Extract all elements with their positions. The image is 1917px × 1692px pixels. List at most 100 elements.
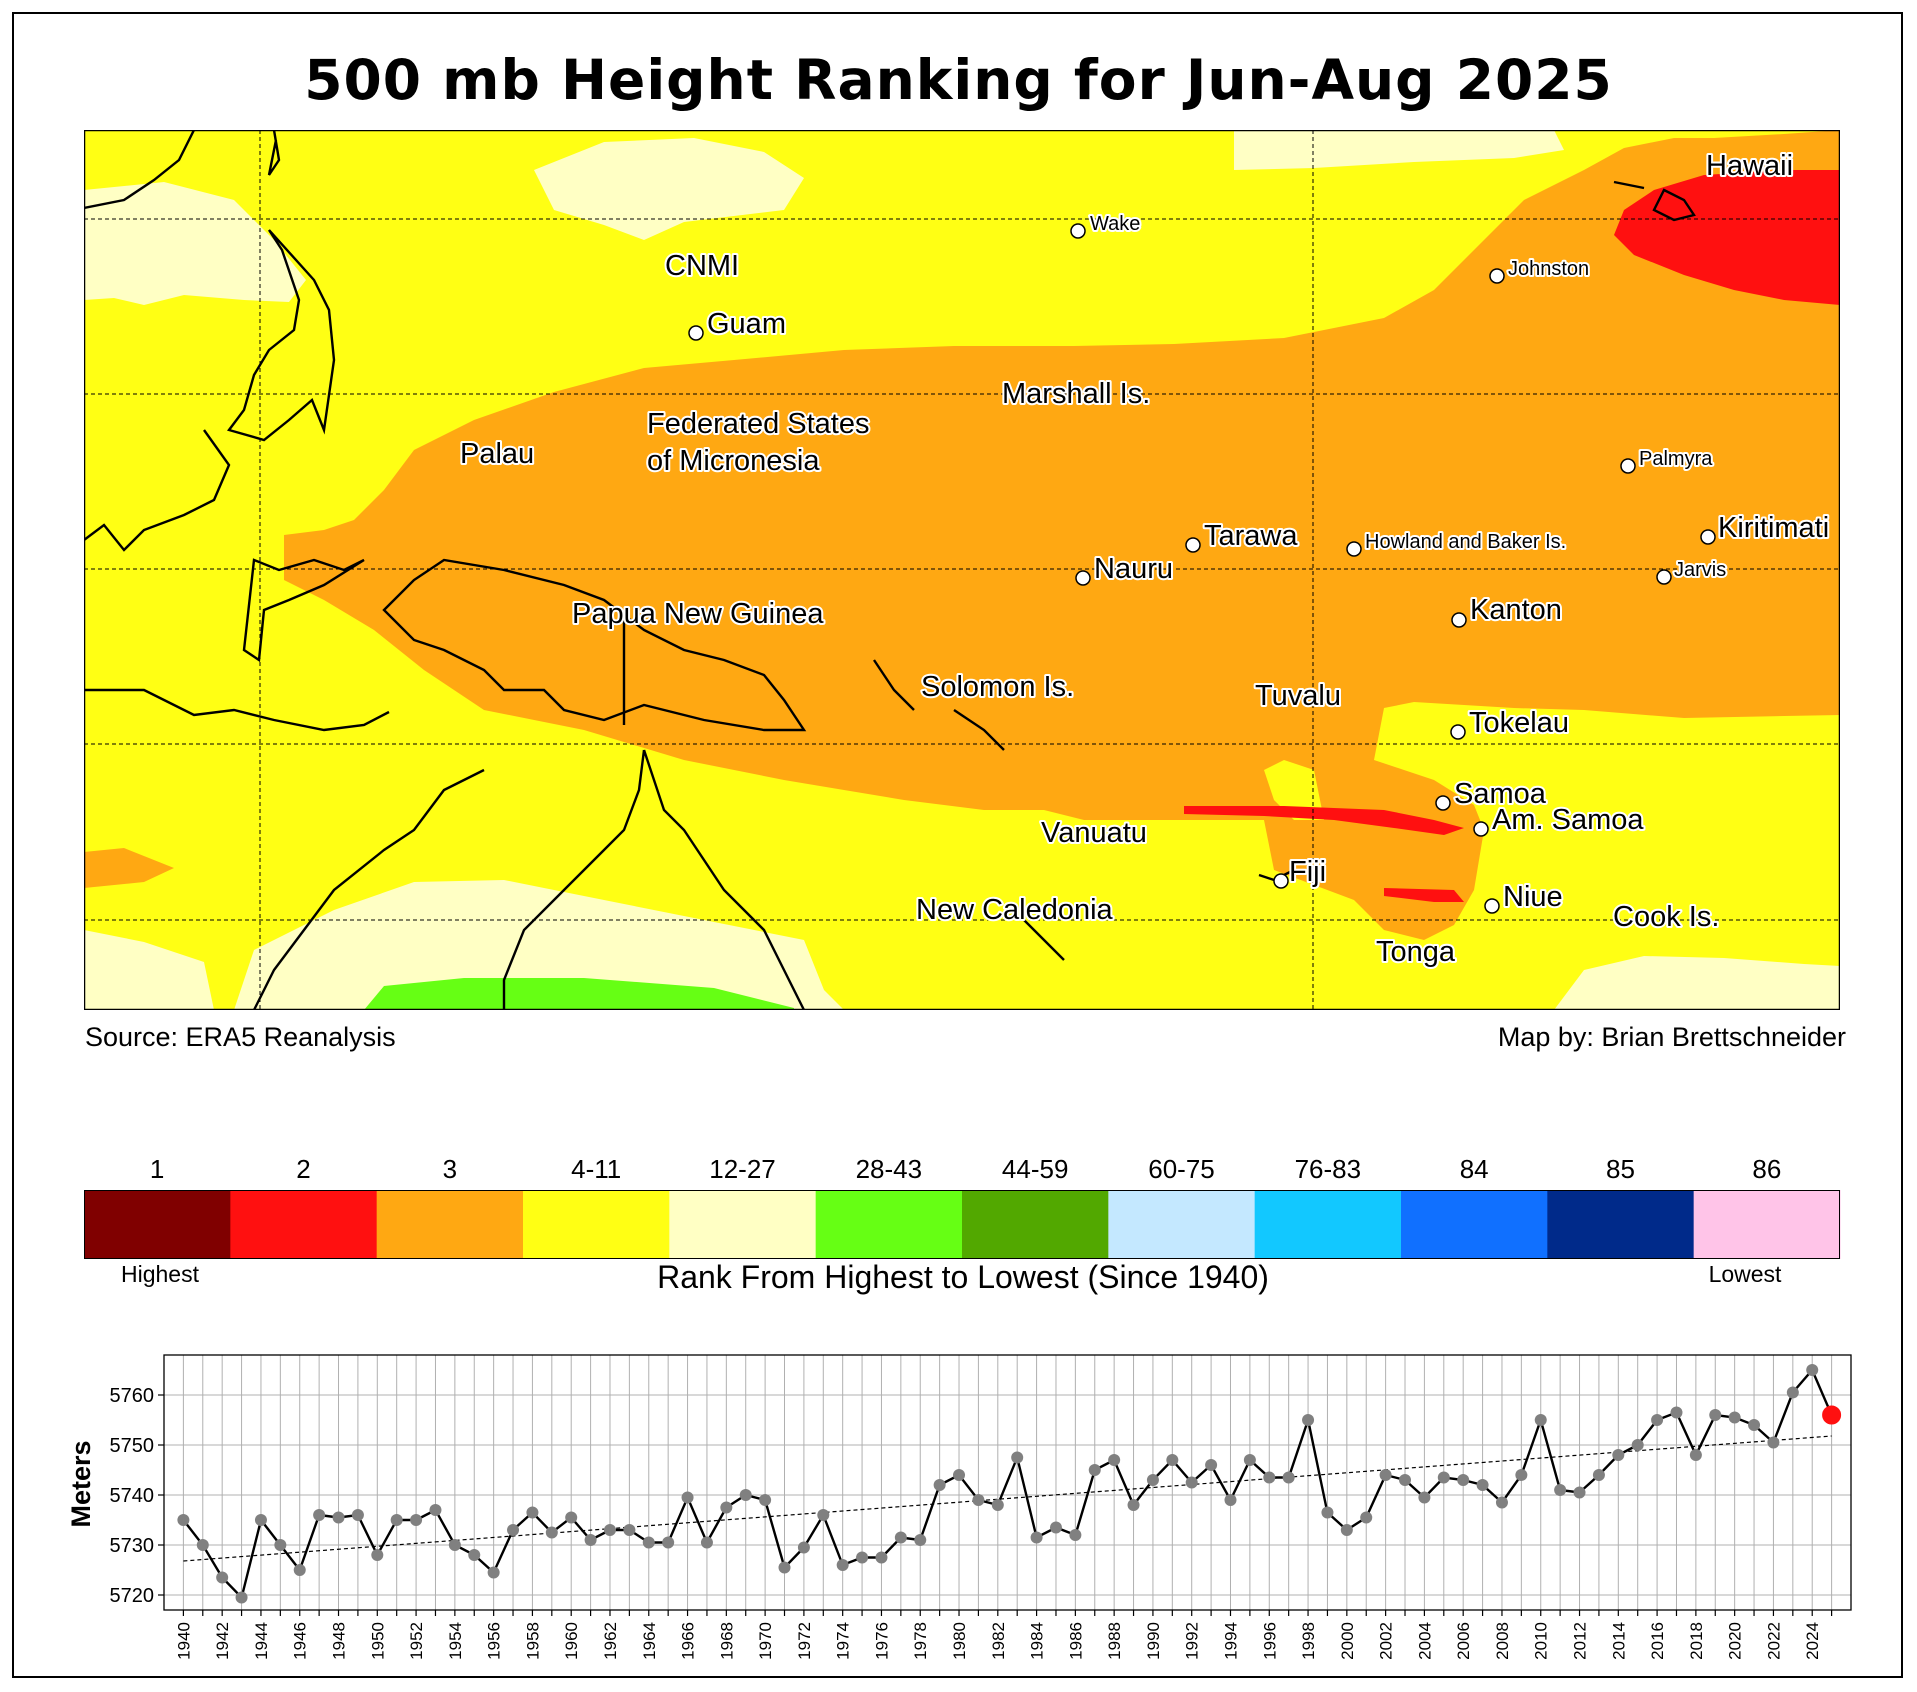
label-tonga: Tonga <box>1376 936 1456 968</box>
x-tick-label-2006: 2006 <box>1454 1622 1473 1660</box>
x-tick-label-1980: 1980 <box>950 1622 969 1660</box>
marker-fiji <box>1273 873 1289 889</box>
marker-jarvis <box>1656 569 1672 585</box>
colorbar-bin-label-5: 12-27 <box>709 1154 776 1184</box>
x-tick-label-2016: 2016 <box>1648 1622 1667 1660</box>
timeseries-axes: 5720 5730 5740 5750 5760 1940 1942 1944 1946 1948… <box>110 1354 1852 1660</box>
point-1968 <box>720 1501 733 1514</box>
point-2000 <box>1340 1524 1353 1536</box>
point-1982 <box>991 1499 1004 1511</box>
point-2015 <box>1631 1439 1644 1451</box>
point-1955 <box>468 1549 481 1561</box>
point-1985 <box>1049 1521 1062 1534</box>
region-rank-3 <box>284 130 1840 940</box>
label-png: Papua New Guinea <box>572 598 824 630</box>
x-tick-label-2022: 2022 <box>1764 1622 1783 1660</box>
point-1964 <box>642 1536 655 1549</box>
x-tick-label-2002: 2002 <box>1377 1622 1396 1660</box>
label-kanton: Kanton <box>1470 594 1562 626</box>
x-tick-label-2008: 2008 <box>1493 1622 1512 1660</box>
point-2014 <box>1612 1449 1625 1461</box>
point-2001 <box>1360 1511 1373 1524</box>
label-marshall: Marshall Is. <box>1002 378 1150 410</box>
label-howland: Howland and Baker Is. <box>1365 531 1566 553</box>
x-tick-label-1964: 1964 <box>640 1622 659 1660</box>
label-newcal: New Caledonia <box>916 894 1114 926</box>
point-2011 <box>1554 1484 1567 1496</box>
point-1988 <box>1108 1454 1121 1466</box>
x-tick-label-1954: 1954 <box>446 1622 465 1660</box>
colorbar-bin-12 <box>1693 1190 1841 1259</box>
colorbar-bin-label-7: 44-59 <box>1002 1154 1069 1184</box>
point-1966 <box>681 1491 694 1504</box>
label-tarawa: Tarawa <box>1204 520 1298 552</box>
y-tick-label-5760: 5760 <box>110 1385 155 1407</box>
x-tick-label-1968: 1968 <box>717 1622 736 1660</box>
region-rank-4-11-notch <box>1264 760 1324 820</box>
point-2017 <box>1670 1406 1683 1419</box>
point-1990 <box>1146 1474 1159 1486</box>
y-tick-label-5740: 5740 <box>110 1485 155 1507</box>
marker-niue <box>1484 898 1500 914</box>
colorbar-bin-label-11: 85 <box>1606 1154 1635 1184</box>
colorbar-bin-label-9: 76-83 <box>1295 1154 1362 1184</box>
point-1959 <box>545 1526 558 1539</box>
colorbar-lowest-label: Lowest <box>1709 1261 1782 1287</box>
point-1981 <box>972 1494 985 1506</box>
label-tokelau: Tokelau <box>1469 707 1569 739</box>
label-vanuatu: Vanuatu <box>1041 817 1147 849</box>
marker-tokelau <box>1450 724 1466 740</box>
label-hawaii: Hawaii <box>1706 150 1793 182</box>
point-1945 <box>274 1539 287 1551</box>
x-tick-label-2020: 2020 <box>1726 1622 1745 1660</box>
point-1943 <box>235 1591 248 1604</box>
colorbar-bin-label-3: 3 <box>443 1154 457 1184</box>
point-1980 <box>953 1469 966 1481</box>
colorbar-bin-label-4: 4-11 <box>571 1154 621 1184</box>
point-1942 <box>216 1571 229 1584</box>
x-tick-label-2012: 2012 <box>1571 1622 1590 1660</box>
point-1949 <box>351 1509 364 1521</box>
point-2003 <box>1399 1474 1412 1486</box>
label-tuvalu: Tuvalu <box>1255 680 1341 712</box>
colorbar-bin-11 <box>1547 1190 1695 1259</box>
y-tick-label-5720: 5720 <box>110 1585 155 1607</box>
colorbar-title: Rank From Highest to Lowest (Since 1940) <box>657 1259 1269 1295</box>
point-1993 <box>1205 1459 1218 1471</box>
point-2024 <box>1806 1364 1819 1376</box>
point-1958 <box>526 1506 539 1519</box>
region-rank-12-27-ne <box>1234 130 1564 170</box>
point-2006 <box>1457 1474 1470 1486</box>
point-2025 <box>1822 1405 1842 1425</box>
x-tick-label-1992: 1992 <box>1183 1622 1202 1660</box>
marker-wake <box>1070 223 1086 239</box>
point-1957 <box>507 1524 520 1536</box>
label-fsm-line1: Federated States <box>647 408 869 440</box>
y-axis-label: Meters <box>66 1440 96 1527</box>
rank-map: Hawaii Wake Johnston CNMI Guam Marshall … <box>84 130 1840 1010</box>
point-1961 <box>584 1534 597 1546</box>
label-fiji: Fiji <box>1289 856 1326 888</box>
marker-nauru <box>1075 570 1091 586</box>
point-1994 <box>1224 1494 1237 1506</box>
point-1962 <box>603 1524 616 1536</box>
label-palmyra: Palmyra <box>1639 448 1713 470</box>
x-tick-label-1950: 1950 <box>368 1622 387 1660</box>
point-1954 <box>448 1539 461 1551</box>
point-1956 <box>487 1566 500 1579</box>
region-rank-3-sw <box>84 848 174 888</box>
x-tick-label-2014: 2014 <box>1609 1622 1628 1660</box>
x-tick-label-1940: 1940 <box>174 1622 193 1660</box>
point-1999 <box>1321 1506 1334 1519</box>
marker-howland <box>1346 541 1362 557</box>
marker-samoa <box>1435 795 1451 811</box>
colorbar-bin-label-10: 84 <box>1460 1154 1489 1184</box>
x-tick-label-1982: 1982 <box>989 1622 1008 1660</box>
marker-amsamoa <box>1473 821 1489 837</box>
region-rank-28-43 <box>364 978 794 1010</box>
x-tick-label-1966: 1966 <box>679 1622 698 1660</box>
x-tick-label-1978: 1978 <box>911 1622 930 1660</box>
point-1948 <box>332 1511 345 1524</box>
point-2023 <box>1786 1386 1799 1399</box>
x-tick-label-2024: 2024 <box>1803 1622 1822 1660</box>
